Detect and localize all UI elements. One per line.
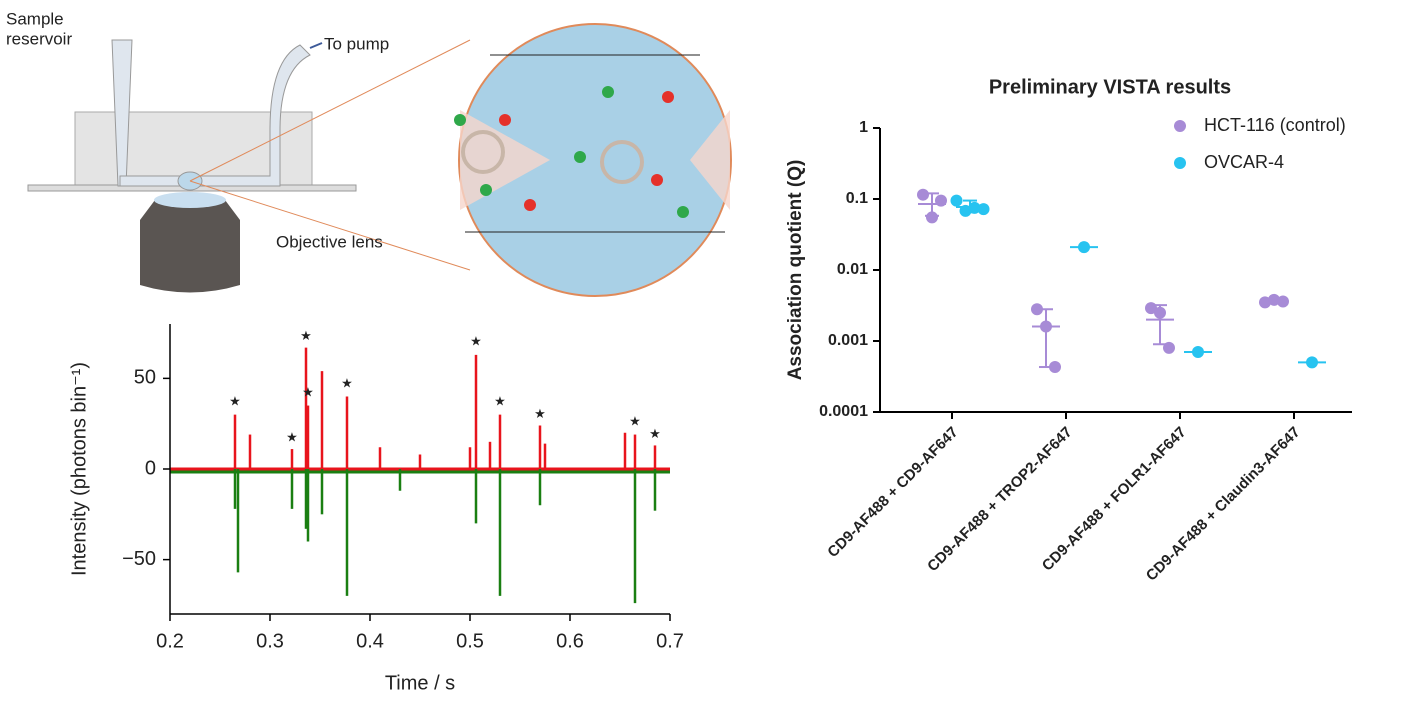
y-tick-label: 0 xyxy=(145,457,156,479)
point xyxy=(977,203,990,216)
point xyxy=(1277,295,1289,308)
reservoir-label: reservoir xyxy=(6,29,72,48)
point xyxy=(1049,361,1061,374)
schematic: Sample reservoir To pump Objective lens xyxy=(6,9,732,297)
star: ★ xyxy=(286,430,298,445)
y-tick-label: 0.0001 xyxy=(819,403,868,420)
point xyxy=(1078,241,1090,254)
star: ★ xyxy=(302,384,314,399)
x-tick-label: 0.2 xyxy=(156,630,184,652)
point xyxy=(968,201,981,214)
trace-chart: ★ ★ ★ ★ ★ ★ ★ ★ ★ ★ 0.2 0.3 0.4 0.5 0.6 0.7 −50 0 50 Time /… xyxy=(68,324,684,694)
y-tick-label: 50 xyxy=(134,367,156,389)
point xyxy=(1192,345,1204,358)
dye xyxy=(602,86,614,98)
x-axis-label: Time / s xyxy=(385,672,455,694)
objective-lens xyxy=(140,200,240,293)
star: ★ xyxy=(341,375,353,390)
y-axis-label: Association quotient (Q) xyxy=(785,160,806,381)
dye xyxy=(651,174,663,186)
star: ★ xyxy=(494,393,506,408)
pump-label: To pump xyxy=(324,34,389,53)
star: ★ xyxy=(649,426,661,441)
lens-label: Objective lens xyxy=(276,232,383,251)
star: ★ xyxy=(534,406,546,421)
vesicle xyxy=(461,130,505,174)
point xyxy=(917,188,929,201)
x-tick-label: 0.7 xyxy=(656,630,684,652)
point xyxy=(1163,341,1175,354)
y-tick-label: 0.01 xyxy=(837,261,868,278)
y-tick-label: 0.1 xyxy=(846,190,868,207)
dye xyxy=(480,184,492,196)
legend-label: OVCAR-4 xyxy=(1204,152,1284,172)
legend-swatch xyxy=(1174,157,1186,169)
point xyxy=(950,194,963,207)
point xyxy=(1306,356,1318,369)
point xyxy=(959,204,972,217)
dye xyxy=(524,199,536,211)
y-tick-label: 1 xyxy=(859,119,868,136)
star: ★ xyxy=(229,393,241,408)
point xyxy=(1154,306,1166,319)
point xyxy=(1268,293,1280,306)
x-tick-label: 0.3 xyxy=(256,630,284,652)
zoom-line xyxy=(189,180,471,271)
point xyxy=(935,194,947,207)
point xyxy=(1031,303,1043,316)
dye xyxy=(677,206,689,218)
star: ★ xyxy=(470,334,482,349)
vesicle xyxy=(600,140,644,184)
x-tick-label: CD9-AF488 + CD9-AF647 xyxy=(824,424,961,561)
legend-label: HCT-116 (control) xyxy=(1204,115,1346,135)
point xyxy=(1040,320,1052,333)
star: ★ xyxy=(300,328,312,343)
point xyxy=(1145,302,1157,315)
lens-top xyxy=(154,192,226,208)
dye xyxy=(662,91,674,103)
y-tick-label: 0.001 xyxy=(828,332,868,349)
x-tick-label: 0.4 xyxy=(356,630,384,652)
dye xyxy=(454,114,466,126)
channel xyxy=(119,44,311,187)
y-axis-label: Intensity (photons bin⁻¹) xyxy=(68,362,90,576)
scatter-chart: Preliminary VISTA results 0.0001 0.001 0.01… xyxy=(785,76,1352,584)
x-tick-label: 0.6 xyxy=(556,630,584,652)
arrow xyxy=(309,42,323,49)
zoom-circle xyxy=(458,23,732,297)
y-tick-label: −50 xyxy=(122,548,156,570)
zoom-line xyxy=(189,39,471,182)
beam xyxy=(690,110,730,210)
point xyxy=(926,211,938,224)
x-tick-label: 0.5 xyxy=(456,630,484,652)
dye xyxy=(499,114,511,126)
beam xyxy=(460,110,550,210)
star: ★ xyxy=(629,413,641,428)
dye xyxy=(574,151,586,163)
chart-title: Preliminary VISTA results xyxy=(989,76,1231,98)
legend-swatch xyxy=(1174,120,1186,132)
point xyxy=(1259,296,1271,309)
reservoir-label: Sample xyxy=(6,9,64,28)
